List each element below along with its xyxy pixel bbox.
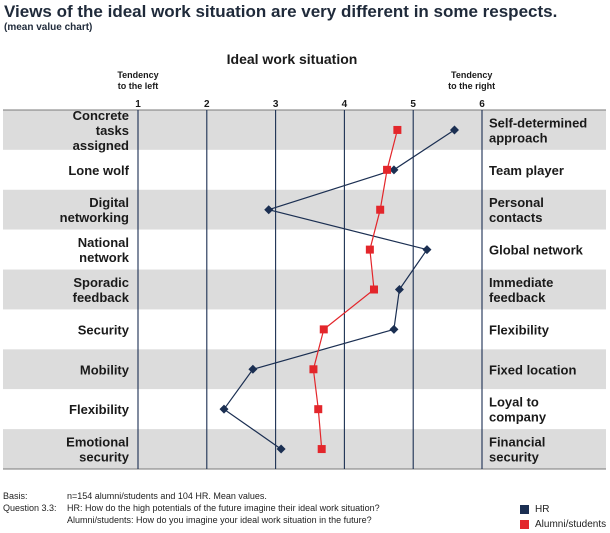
data-point — [422, 245, 432, 255]
row-band — [3, 309, 606, 350]
row-label-left: Mobility — [80, 362, 130, 377]
x-tick-label: 3 — [273, 99, 279, 110]
legend-label-alumni: Alumni/students — [535, 519, 607, 530]
data-point — [276, 444, 286, 454]
series-lines — [219, 125, 459, 454]
question-label: Question 3.3: — [3, 503, 57, 513]
chart-title: Ideal work situation — [227, 51, 358, 67]
row-label-right: Immediate feedback — [489, 275, 553, 305]
data-point — [389, 324, 399, 334]
data-point — [369, 285, 378, 294]
row-label-left: Security — [78, 322, 130, 337]
row-bands — [3, 109, 606, 470]
chart-legend: HR Alumni/students — [520, 502, 606, 532]
row-label-right: Team player — [489, 163, 564, 178]
question-alumni: Alumni/students: How do you imagine your… — [67, 515, 372, 525]
row-band — [3, 349, 606, 390]
row-band — [3, 149, 606, 190]
legend-label-hr: HR — [535, 504, 550, 515]
legend-item-alumni: Alumni/students — [520, 517, 606, 532]
row-band — [3, 229, 606, 270]
row-label-left: Sporadic feedback — [73, 275, 130, 305]
question-hr: HR: How do the high potentials of the fu… — [67, 503, 380, 513]
basis-text: n=154 alumni/students and 104 HR. Mean v… — [67, 491, 267, 501]
x-tick-label: 1 — [135, 99, 141, 110]
tendency-labels: Tendency to the left Tendency to the right — [117, 70, 495, 91]
row-band — [3, 429, 606, 469]
data-point — [317, 445, 326, 454]
x-tick-labels: 1 2 3 4 5 6 — [135, 99, 485, 110]
data-point — [309, 365, 318, 374]
data-point — [219, 404, 229, 414]
x-tick-label: 5 — [410, 99, 416, 110]
grid-lines — [137, 110, 483, 469]
row-label-right: Global network — [489, 243, 584, 258]
data-point — [319, 325, 328, 334]
basis-label: Basis: — [3, 491, 28, 501]
row-label-right: Personal contacts — [489, 195, 544, 225]
data-point — [314, 405, 323, 414]
row-band — [3, 110, 606, 150]
data-point — [449, 125, 459, 135]
data-point — [376, 205, 385, 214]
data-point — [383, 165, 392, 174]
row-label-left: Lone wolf — [68, 163, 129, 178]
row-label-right: Flexibility — [489, 322, 550, 337]
row-label-right: Fixed location — [489, 362, 576, 377]
row-label-left: Emotional security — [66, 435, 130, 465]
row-band — [3, 269, 606, 310]
data-point — [393, 125, 402, 134]
legend-swatch-hr — [520, 505, 529, 514]
page-subtitle: (mean value chart) — [4, 22, 93, 33]
row-labels: Concrete tasks assigned Self-determined appr… — [60, 108, 588, 465]
page-title: Views of the ideal work situation are ve… — [4, 2, 558, 21]
data-point — [389, 165, 399, 175]
x-tick-label: 6 — [479, 99, 485, 110]
footer-notes: Basis: n=154 alumni/students and 104 HR.… — [3, 490, 483, 526]
legend-swatch-alumni — [520, 520, 529, 529]
tendency-label: Tendency to the left — [117, 70, 158, 91]
row-label-right: Loyal to company — [489, 395, 547, 425]
row-label-left: Flexibility — [69, 402, 130, 417]
data-point — [248, 364, 258, 374]
row-label-left: Digital networking — [60, 195, 129, 225]
data-point — [365, 245, 374, 254]
x-tick-label: 2 — [204, 99, 210, 110]
row-label-right: Self-determined approach — [489, 115, 587, 145]
tendency-label: Tendency to the right — [448, 70, 495, 91]
row-label-right: Financial security — [489, 435, 545, 465]
row-band — [3, 389, 606, 430]
data-point — [264, 205, 274, 215]
row-label-left: National network — [78, 235, 130, 265]
row-label-left: Concrete tasks assigned — [73, 108, 129, 153]
data-point — [394, 285, 404, 294]
legend-item-hr: HR — [520, 502, 606, 517]
x-tick-label: 4 — [342, 99, 348, 110]
row-band — [3, 189, 606, 230]
